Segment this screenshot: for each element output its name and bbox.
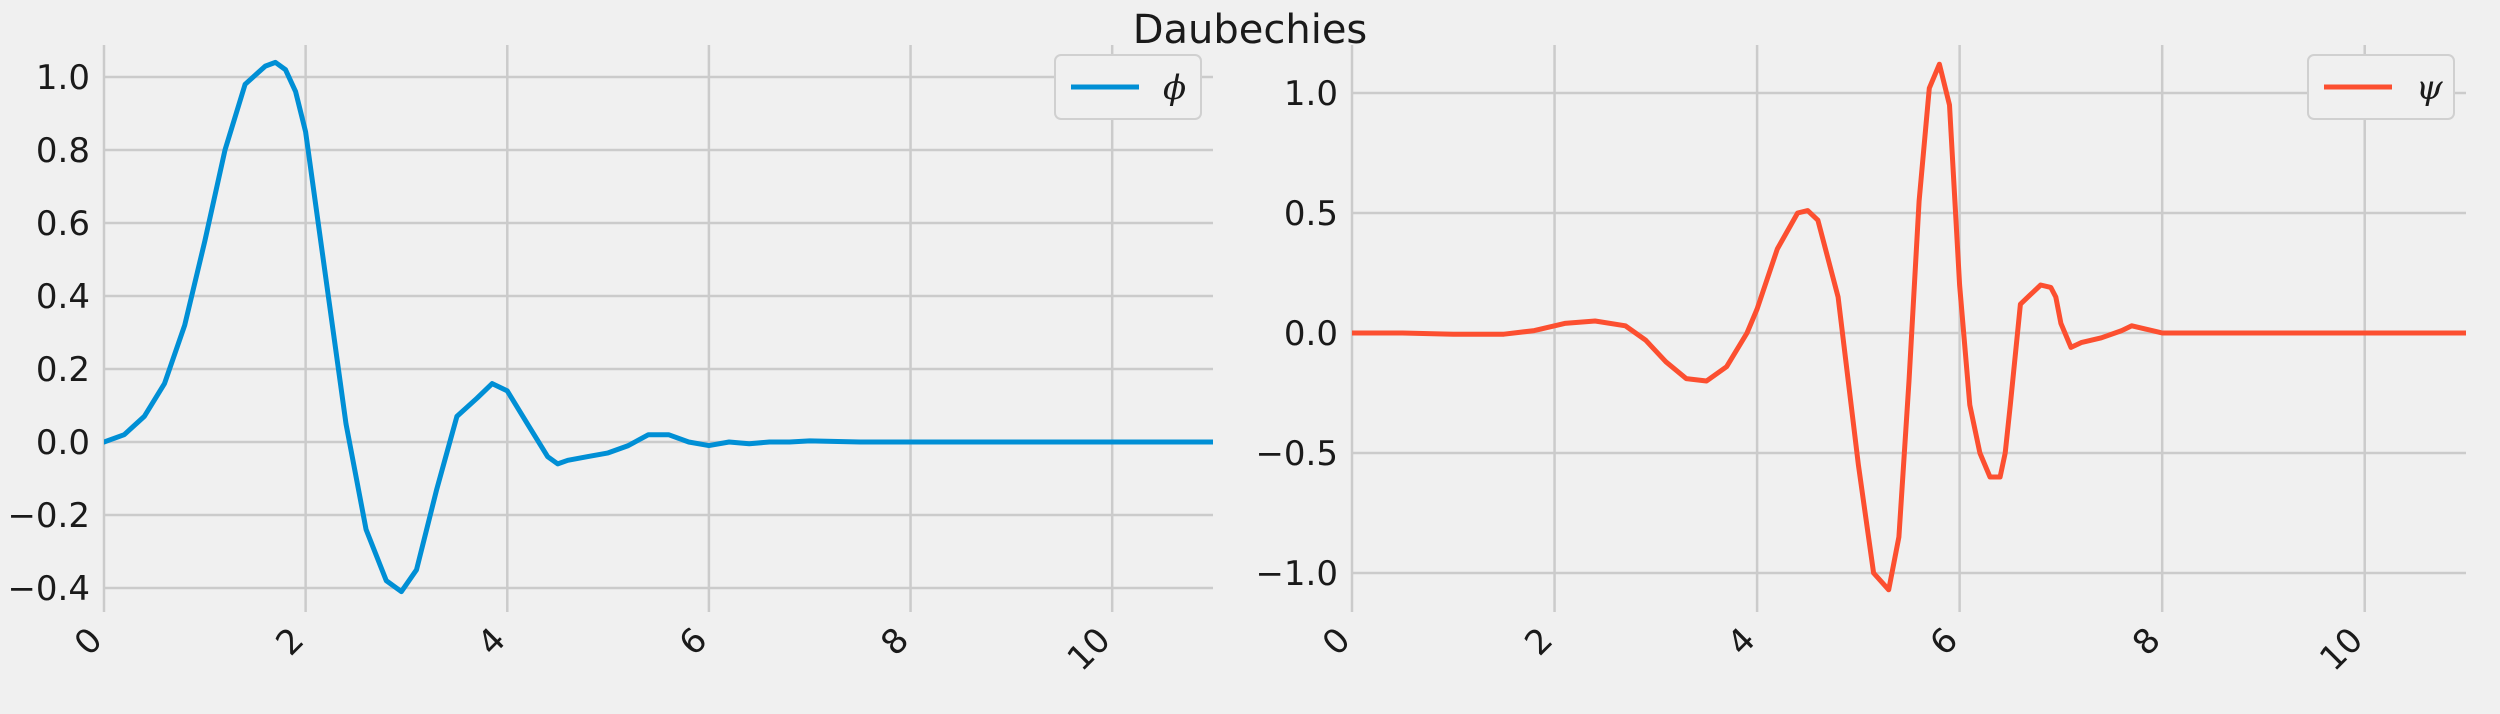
series-line-1 bbox=[104, 59, 1213, 595]
y-tick-label: 1.0 bbox=[36, 58, 90, 98]
y-tick-label: 0.0 bbox=[1284, 314, 1338, 354]
y-tick-label: −0.2 bbox=[7, 496, 90, 536]
y-tick-label: −1.0 bbox=[1255, 554, 1338, 594]
y-tick-label: 0.8 bbox=[36, 131, 90, 171]
chart-panel-1: −0.4 −0.2 0.0 0.2 0.4 0.6 0.8 1.0 0 2 4 6 8 10 ϕ bbox=[7, 45, 1213, 679]
x-tick-label: 8 bbox=[2125, 620, 2169, 664]
x-tick-label: 2 bbox=[268, 620, 312, 664]
y-tick-label: 1.0 bbox=[1284, 74, 1338, 114]
figure-title: Daubechies bbox=[1132, 7, 1368, 53]
legend-label: ψ bbox=[2416, 68, 2443, 108]
x-tick-label: 6 bbox=[1922, 620, 1966, 664]
x-tick-label: 8 bbox=[873, 620, 917, 664]
y-tick-label: 0.2 bbox=[36, 350, 90, 390]
x-tick-label: 6 bbox=[672, 620, 716, 664]
series-line-2 bbox=[1352, 61, 2466, 593]
legend: ϕ bbox=[1054, 54, 1202, 120]
chart-panel-2: −1.0 −0.5 0.0 0.5 1.0 0 2 4 6 8 10 ψ bbox=[1255, 45, 2466, 679]
x-tick-label: 4 bbox=[470, 620, 514, 664]
y-tick-label: 0.5 bbox=[1284, 194, 1338, 234]
y-tick-label: 0.0 bbox=[36, 423, 90, 463]
x-tick-label: 10 bbox=[1060, 620, 1119, 679]
x-tick-label: 4 bbox=[1720, 620, 1764, 664]
x-tick-label: 0 bbox=[1315, 620, 1359, 664]
legend-label: ϕ bbox=[1163, 68, 1186, 108]
y-tick-label: −0.4 bbox=[7, 569, 90, 609]
y-tick-label: 0.6 bbox=[36, 204, 90, 244]
x-tick-label: 2 bbox=[1517, 620, 1561, 664]
x-tick-label: 10 bbox=[2312, 620, 2371, 679]
y-tick-label: −0.5 bbox=[1255, 434, 1338, 474]
x-tick-label: 0 bbox=[67, 620, 111, 664]
legend: ψ bbox=[2307, 54, 2455, 120]
y-tick-label: 0.4 bbox=[36, 277, 90, 317]
